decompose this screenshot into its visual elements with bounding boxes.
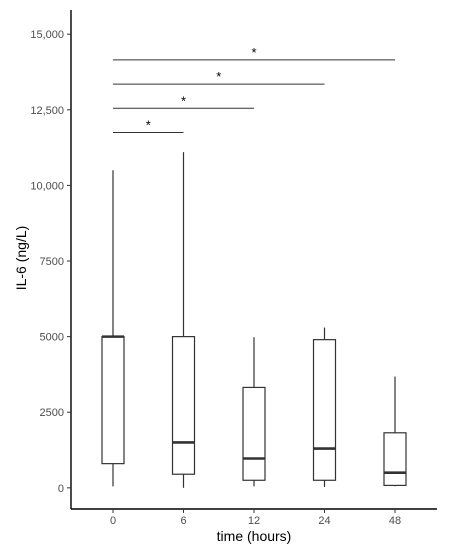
y-tick-label: 7500: [40, 256, 64, 268]
box-body: [101, 336, 125, 465]
significance-star: *: [181, 93, 186, 108]
y-tick-label: 0: [58, 483, 64, 495]
box-body: [242, 386, 266, 481]
significance-star: *: [216, 69, 221, 84]
x-axis-title: time (hours): [217, 528, 292, 544]
significance-star: *: [251, 45, 256, 60]
box-48h: [383, 376, 407, 487]
x-tick-label: 48: [389, 515, 401, 527]
boxes-layer: [101, 152, 407, 488]
significance-bracket: *: [113, 117, 184, 133]
significance-bracket: *: [113, 69, 325, 85]
y-tick-label: 15,000: [30, 29, 64, 41]
y-tick-label: 5000: [40, 332, 64, 344]
significance-star: *: [146, 117, 151, 132]
box-12h: [242, 337, 266, 487]
y-tick-label: 12,500: [30, 105, 64, 117]
x-tick-label: 12: [248, 515, 260, 527]
y-axis-title: IL-6 (ng/L): [13, 226, 29, 291]
significance-bracket: *: [113, 45, 395, 61]
box-body: [383, 432, 407, 487]
box-body: [312, 339, 337, 481]
x-tick-label: 6: [180, 515, 186, 527]
box-body: [171, 336, 196, 475]
y-tick-label: 2500: [40, 407, 64, 419]
box-0h: [101, 170, 125, 487]
significance-bracket: *: [113, 93, 254, 109]
significance-layer: * * * *: [113, 45, 395, 133]
y-tick-label: 10,000: [30, 180, 64, 192]
box-6h: [171, 152, 196, 488]
x-tick-label: 24: [318, 515, 330, 527]
y-ticks-layer: 0 2500 5000 7500 10,000 12,500 15,000: [30, 29, 71, 495]
box-24h: [312, 327, 337, 487]
x-tick-label: 0: [110, 515, 116, 527]
x-ticks-layer: 0 6 12 24 48: [110, 509, 401, 527]
